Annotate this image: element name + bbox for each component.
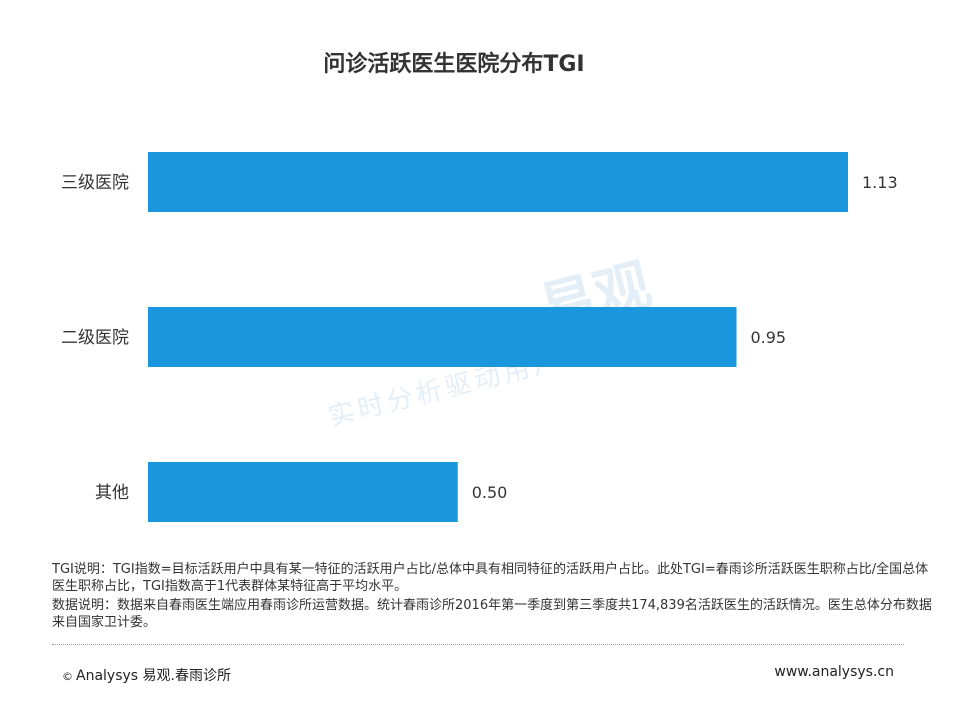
data-note: 数据说明：数据来自春雨医生端应用春雨诊所运营数据。统计春雨诊所2016年第一季度… <box>52 598 932 630</box>
bar-0 <box>148 152 848 212</box>
category-label-1: 二级医院 <box>61 328 129 348</box>
value-label-0: 1.13 <box>862 173 898 192</box>
tgi-note: TGI说明：TGI指数=目标活跃用户中具有某一特征的活跃用户占比/总体中具有相同… <box>52 562 929 594</box>
value-label-1: 0.95 <box>750 328 786 347</box>
footer-url[interactable]: www.analysys.cn <box>774 664 894 680</box>
category-label-0: 三级医院 <box>61 173 129 193</box>
chart-title: 问诊活跃医生医院分布TGI <box>323 52 585 77</box>
bar-2 <box>148 462 458 522</box>
footer-brand-text: Analysys 易观.春雨诊所 <box>76 668 231 684</box>
footer-divider <box>52 644 904 645</box>
value-label-2: 0.50 <box>472 483 508 502</box>
bar-1 <box>148 307 737 367</box>
copyright-icon: © <box>62 670 73 683</box>
bar-chart: 三级医院 1.13 二级医院 0.95 其他 0.50 <box>61 152 898 522</box>
category-label-2: 其他 <box>95 483 129 503</box>
footer-brand: © Analysys 易观.春雨诊所 <box>62 665 231 685</box>
